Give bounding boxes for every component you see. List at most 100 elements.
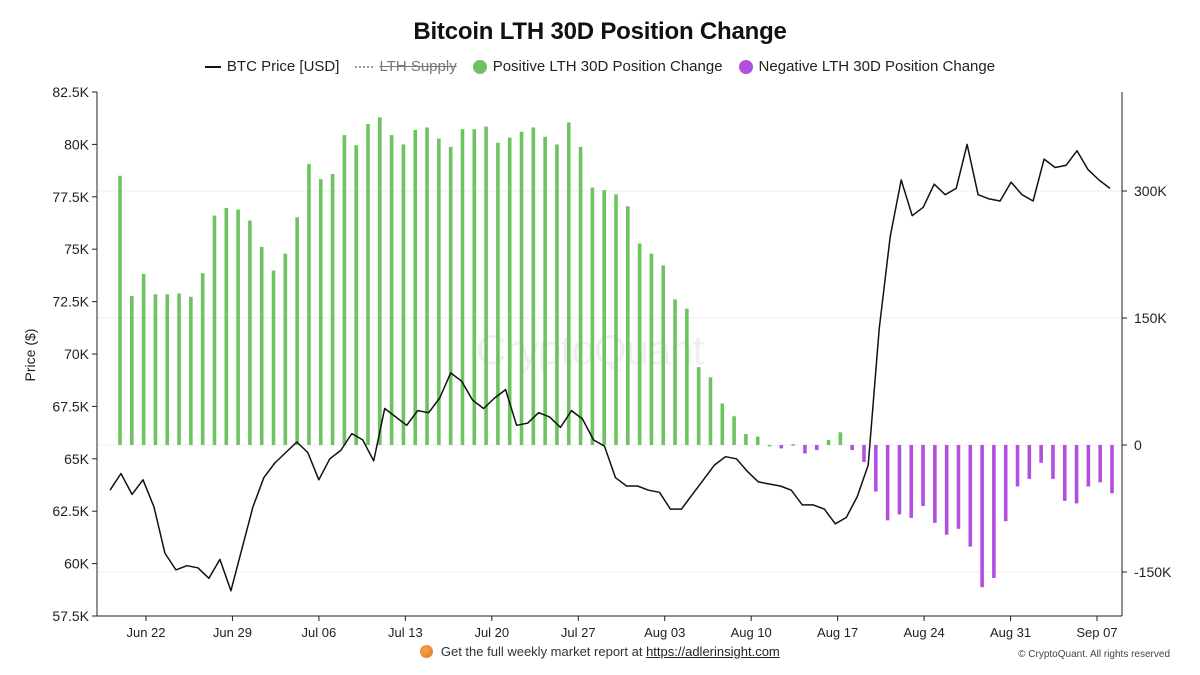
negative-change-bar [897,445,902,515]
positive-change-bar [437,138,441,446]
negative-change-bar [1039,445,1043,463]
x-tick-label: Aug 24 [903,625,944,640]
right-tick-label: -150K [1134,564,1172,580]
btc-price-line [109,143,1111,592]
negative-change-bar [803,445,807,454]
positive-change-bar [838,432,843,445]
positive-change-bar [484,126,488,446]
positive-change-bar [543,136,547,445]
positive-change-bar [153,294,158,445]
positive-change-bar [590,187,595,445]
copyright: © CryptoQuant. All rights reserved [1018,649,1170,660]
negative-change-bar [980,445,984,588]
negative-change-bar [779,445,784,449]
positive-change-bar [389,135,394,445]
x-tick-label: Aug 31 [990,625,1031,640]
legend-label: Positive LTH 30D Position Change [492,58,723,75]
positive-change-bar [425,127,429,445]
positive-change-bar [460,129,465,445]
positive-change-bar [566,122,571,446]
positive-change-bar [685,308,689,445]
positive-change-bar [342,135,347,445]
legend-item-positive-change[interactable]: Positive LTH 30D Position Change [472,58,723,75]
coin-icon [420,645,434,658]
positive-change-bar [200,273,205,445]
positive-change-bar [248,220,252,445]
positive-change-bar [212,215,217,445]
positive-change-bar [661,265,666,445]
left-tick-label: 77.5K [52,189,89,205]
positive-change-bar [720,403,725,445]
line-swatch-icon [204,65,221,68]
positive-change-bar [791,444,795,446]
x-tick-label: Jun 29 [213,625,252,640]
positive-change-bar [271,270,276,445]
x-tick-label: Aug 17 [817,625,858,640]
negative-change-bar [1027,445,1032,479]
negative-change-bar [944,445,949,535]
footer-link[interactable]: https://adlerinsight.com [646,644,780,659]
positive-change-bar [696,367,701,445]
positive-change-bar [141,273,146,445]
positive-change-bar [649,253,654,445]
positive-change-bar [448,146,453,445]
legend-item-btc-price[interactable]: BTC Price [USD] [204,58,339,75]
positive-change-bar [767,445,772,447]
negative-change-bar [921,445,925,506]
left-tick-label: 57.5K [52,608,89,624]
negative-change-bar [1110,445,1114,494]
left-tick-label: 60K [64,556,90,572]
positive-change-bar [413,130,418,446]
left-tick-label: 67.5K [52,398,89,414]
positive-change-bar [744,433,748,445]
x-tick-label: Aug 10 [731,625,772,640]
positive-change-bar [531,127,536,445]
x-tick-label: Aug 03 [644,625,685,640]
x-tick-label: Jul 27 [561,625,596,640]
right-tick-label: 150K [1134,310,1167,326]
watermark: CryptoQuant [476,326,704,373]
negative-change-bar [1015,445,1020,487]
positive-change-bar [826,439,831,445]
right-tick-label: 300K [1134,183,1167,199]
left-tick-label: 62.5K [52,503,89,519]
x-tick-label: Jul 13 [388,625,423,640]
green-dot-icon [472,59,487,74]
positive-change-bar [472,129,477,445]
left-tick-label: 80K [64,136,90,152]
right-tick-label: 0 [1134,437,1142,453]
positive-change-bar [401,144,406,445]
positive-change-bar [366,124,370,445]
legend-item-negative-change[interactable]: Negative LTH 30D Position Change [738,58,995,75]
negative-change-bar [909,445,914,518]
legend-label: LTH Supply [379,58,457,75]
positive-change-bar [378,117,382,445]
positive-change-bar [177,293,181,445]
positive-change-bar [224,207,229,445]
negative-change-bar [1074,445,1079,504]
positive-change-bar [519,131,524,445]
negative-change-bar [885,445,890,521]
negative-change-bar [1003,445,1008,522]
positive-change-bar [507,137,512,445]
positive-change-bar [496,142,500,446]
dotted-line-swatch-icon [355,65,374,68]
x-tick-label: Jul 06 [302,625,337,640]
positive-change-bar [626,206,630,445]
negative-change-bar [850,445,854,451]
x-tick-label: Jul 20 [474,625,509,640]
positive-change-bar [602,190,606,445]
footer-text: Get the full weekly market report at [440,644,643,659]
positive-change-bar [708,377,713,445]
positive-change-bar [165,294,170,445]
positive-change-bar [118,175,122,445]
positive-change-bar [637,243,642,445]
positive-change-bar [295,217,299,445]
x-tick-label: Jun 22 [126,625,165,640]
legend-item-lth-supply[interactable]: LTH Supply [355,58,457,75]
positive-change-bar [189,296,193,445]
negative-change-bar [1086,445,1091,487]
positive-change-bar [755,436,760,445]
negative-change-bar [874,445,878,492]
